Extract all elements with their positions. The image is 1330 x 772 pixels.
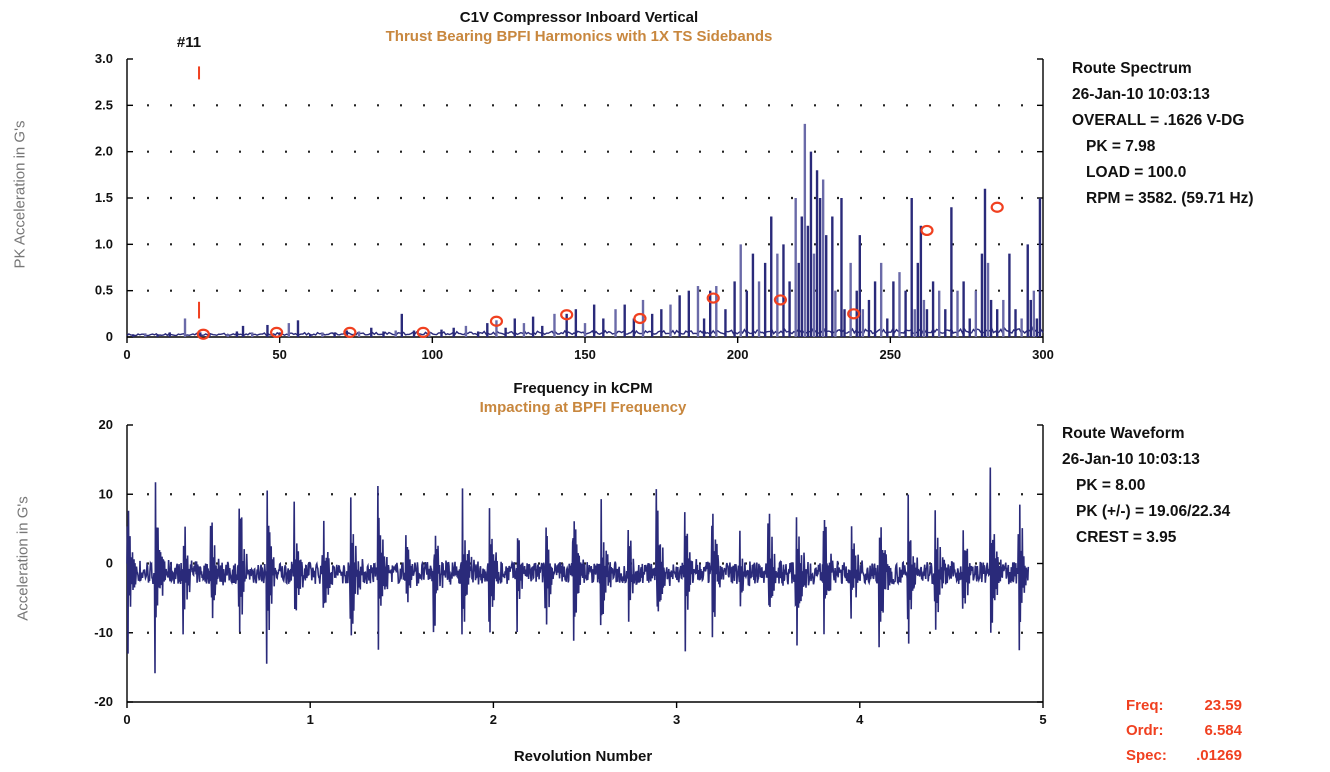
harmonic-marker <box>270 326 284 338</box>
waveform-ytick-label: -20 <box>94 694 113 709</box>
cursor-ordr-row: Ordr: 6.584 <box>1126 718 1242 743</box>
cursor-spec-row: Spec: .01269 <box>1126 743 1242 768</box>
spectrum-xtick-label: 100 <box>421 347 443 362</box>
spectrum-title: C1V Compressor Inboard Vertical <box>459 9 699 26</box>
waveform-xtick-label: 2 <box>490 712 497 727</box>
spectrum-subtitle: Thrust Bearing BPFI Harmonics with 1X TS… <box>385 28 773 45</box>
spectrum-info-type: Route Spectrum <box>1072 60 1192 77</box>
harmonic-marker <box>633 312 647 325</box>
spectrum-ytick-label: 2.5 <box>95 97 113 112</box>
waveform-xtick-label: 4 <box>856 712 864 727</box>
harmonic-marker <box>343 326 357 338</box>
harmonic-marker <box>920 224 934 237</box>
waveform-xlabel: Revolution Number <box>513 748 653 765</box>
cursor-freq-row: Freq: 23.59 <box>1126 693 1242 718</box>
waveform-xtick-label: 1 <box>307 712 314 727</box>
spectrum-info-rpm: RPM = 3582. (59.71 Hz) <box>1086 190 1254 207</box>
cursor-freq-label: Freq: <box>1126 697 1164 714</box>
marker-label: #11 <box>176 34 202 51</box>
spectrum-ytick-label: 3.0 <box>95 51 113 66</box>
spectrum-xtick-label: 300 <box>1032 347 1054 362</box>
spectrum-xlabel: Frequency in kCPM <box>513 380 653 397</box>
harmonic-marker <box>489 315 504 327</box>
waveform-xtick-label: 0 <box>123 712 130 727</box>
spectrum-ytick-label: 0.5 <box>95 283 113 298</box>
spectrum-info-overall: OVERALL = .1626 V-DG <box>1072 112 1245 129</box>
waveform-trace <box>126 467 1030 674</box>
waveform-subtitle: Impacting at BPFI Frequency <box>479 399 687 416</box>
waveform-ytick-label: 0 <box>106 556 113 571</box>
spectrum-ytick-label: 1.5 <box>95 190 113 205</box>
waveform-xtick-label: 5 <box>1039 712 1046 727</box>
waveform-xtick-label: 3 <box>673 712 680 727</box>
spectrum-xtick-label: 50 <box>272 347 286 362</box>
spectrum-xtick-label: 0 <box>123 347 130 362</box>
cursor-spec-label: Spec: <box>1126 747 1167 764</box>
cursor-ordr-value: 6.584 <box>1204 722 1242 739</box>
cursor-readout: Freq: 23.59 Ordr: 6.584 Spec: .01269 <box>1126 693 1242 768</box>
waveform-ytick-label: 20 <box>99 417 113 432</box>
spectrum-info-datetime: 26-Jan-10 10:03:13 <box>1072 86 1210 103</box>
waveform-info-type: Route Waveform <box>1062 425 1185 442</box>
waveform-info-crest: CREST = 3.95 <box>1076 529 1177 546</box>
harmonic-marker <box>847 308 861 320</box>
waveform-info-datetime: 26-Jan-10 10:03:13 <box>1062 451 1200 468</box>
harmonic-marker <box>990 201 1004 213</box>
waveform-ytick-label: 10 <box>99 486 113 501</box>
cursor-freq-value: 23.59 <box>1204 697 1242 714</box>
spectrum-info-pk: PK = 7.98 <box>1086 138 1156 155</box>
harmonic-marker <box>560 309 574 321</box>
cursor-spec-value: .01269 <box>1196 747 1242 764</box>
spectrum-info-panel: Route Spectrum 26-Jan-10 10:03:13 OVERAL… <box>1072 56 1254 212</box>
cursor-ordr-label: Ordr: <box>1126 722 1164 739</box>
spectrum-xtick-label: 150 <box>574 347 596 362</box>
harmonic-marker <box>196 328 210 340</box>
spectrum-ytick-label: 0 <box>106 329 113 344</box>
spectrum-ytick-label: 2.0 <box>95 144 113 159</box>
waveform-ytick-label: -10 <box>94 625 113 640</box>
spectrum-xtick-label: 200 <box>727 347 749 362</box>
waveform-info-panel: Route Waveform 26-Jan-10 10:03:13 PK = 8… <box>1062 421 1230 551</box>
spectrum-ytick-label: 1.0 <box>95 236 113 251</box>
spectrum-info-load: LOAD = 100.0 <box>1086 164 1187 181</box>
harmonic-marker <box>706 292 720 304</box>
harmonic-marker <box>773 294 788 306</box>
harmonic-marker <box>416 326 430 338</box>
waveform-info-pk: PK = 8.00 <box>1076 477 1146 494</box>
waveform-info-pkpm: PK (+/-) = 19.06/22.34 <box>1076 503 1231 520</box>
spectrum-xtick-label: 250 <box>879 347 901 362</box>
